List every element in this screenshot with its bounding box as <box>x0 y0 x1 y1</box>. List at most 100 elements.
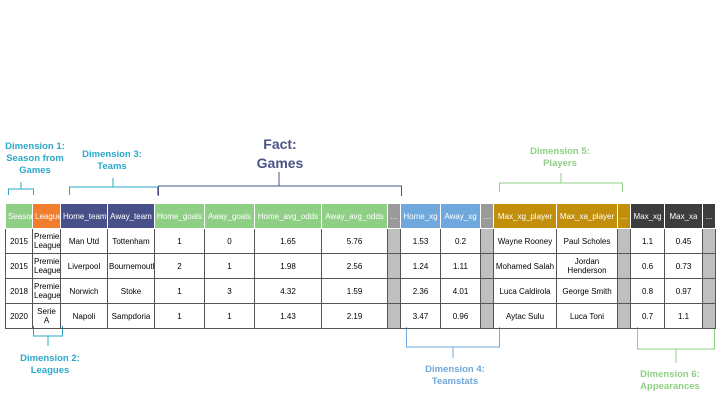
dimension-4-brace <box>406 327 500 358</box>
cell-filler <box>617 303 631 329</box>
cell-league: Premier League <box>32 278 61 304</box>
cell-filler <box>480 253 494 279</box>
col-header-away-xg: Away_xg <box>440 203 481 229</box>
cell-filler <box>387 253 401 279</box>
dimension-6-brace <box>637 327 715 363</box>
table-row: 2015 Premier League Man Utd Tottenham 1 0 1.65… <box>5 228 716 254</box>
cell-max-xa: 1.1 <box>664 303 703 329</box>
col-header-league: League <box>32 203 61 229</box>
cell-away-xg: 0.96 <box>440 303 481 329</box>
cell-filler <box>480 228 494 254</box>
col-header-home-goals: Home_goals <box>154 203 205 229</box>
cell-filler <box>702 278 716 304</box>
col-header-home-avg-odds: Home_avg_odds <box>254 203 322 229</box>
cell-home-xg: 3.47 <box>400 303 441 329</box>
col-header-max-xg: Max_xg <box>630 203 665 229</box>
dimension-1-brace <box>8 182 34 196</box>
dimension-3-label: Dimension 3: Teams <box>82 149 142 172</box>
dimension-2-label: Dimension 2: Leagues <box>20 353 80 376</box>
cell-home-team: Man Utd <box>60 228 108 254</box>
col-header-ellipsis: ... <box>617 203 631 229</box>
table-row: 2018 Premier League Norwich Stoke 1 3 4.32 1.59… <box>5 278 716 304</box>
cell-home-avg-odds: 1.65 <box>254 228 322 254</box>
table-header-row: Season League Home_team Away_team Home_g… <box>5 203 716 229</box>
cell-home-avg-odds: 1.43 <box>254 303 322 329</box>
dimension-1-label: Dimension 1: Season from Games <box>5 141 65 176</box>
cell-filler <box>702 253 716 279</box>
cell-away-goals: 1 <box>204 303 255 329</box>
dimension-3-brace <box>69 178 158 196</box>
cell-max-xa: 0.73 <box>664 253 703 279</box>
cell-filler <box>387 228 401 254</box>
table-row: 2015 Premier League Liverpool Bournemouth 2 1… <box>5 253 716 279</box>
cell-max-xa-player: Luca Toni <box>556 303 618 329</box>
col-header-ellipsis: ... <box>387 203 401 229</box>
cell-max-xg: 0.6 <box>630 253 665 279</box>
cell-season: 2015 <box>5 228 33 254</box>
cell-max-xa-player: Paul Scholes <box>556 228 618 254</box>
dimension-2-brace <box>33 326 63 346</box>
cell-home-goals: 1 <box>154 278 205 304</box>
cell-filler <box>480 303 494 329</box>
cell-max-xa: 0.97 <box>664 278 703 304</box>
dimension-5-brace <box>499 173 623 193</box>
cell-max-xa: 0.45 <box>664 228 703 254</box>
col-header-max-xa: Max_xa <box>664 203 703 229</box>
col-header-season: Season <box>5 203 33 229</box>
cell-away-xg: 4.01 <box>440 278 481 304</box>
fact-games-label: Fact: Games <box>256 136 304 171</box>
cell-season: 2015 <box>5 253 33 279</box>
cell-away-team: Sampdoria <box>107 303 155 329</box>
table-body: 2015 Premier League Man Utd Tottenham 1 0 1.65… <box>5 228 716 329</box>
col-header-away-goals: Away_goals <box>204 203 255 229</box>
cell-filler <box>387 278 401 304</box>
cell-home-avg-odds: 1.98 <box>254 253 322 279</box>
cell-filler <box>617 228 631 254</box>
cell-max-xg-player: Mohamed Salah <box>493 253 557 279</box>
col-header-max-xg-player: Max_xg_player <box>493 203 557 229</box>
cell-home-team: Liverpool <box>60 253 108 279</box>
cell-away-avg-odds: 5.76 <box>321 228 388 254</box>
games-table: Season League Home_team Away_team Home_g… <box>5 203 716 329</box>
cell-away-avg-odds: 2.19 <box>321 303 388 329</box>
cell-season: 2020 <box>5 303 33 329</box>
cell-max-xg-player: Aytac Sulu <box>493 303 557 329</box>
cell-league: Premier League <box>32 253 61 279</box>
cell-away-team: Stoke <box>107 278 155 304</box>
cell-max-xa-player: George Smith <box>556 278 618 304</box>
cell-max-xg-player: Wayne Rooney <box>493 228 557 254</box>
cell-away-xg: 0.2 <box>440 228 481 254</box>
fact-brace <box>158 172 402 197</box>
col-header-max-xa-player: Max_xa_player <box>556 203 618 229</box>
cell-filler <box>702 228 716 254</box>
cell-home-avg-odds: 4.32 <box>254 278 322 304</box>
cell-away-avg-odds: 2.56 <box>321 253 388 279</box>
cell-away-goals: 0 <box>204 228 255 254</box>
cell-filler <box>480 278 494 304</box>
cell-filler <box>702 303 716 329</box>
col-header-away-team: Away_team <box>107 203 155 229</box>
cell-filler <box>617 278 631 304</box>
dimension-4-label: Dimension 4: Teamstats <box>425 364 485 387</box>
cell-home-goals: 2 <box>154 253 205 279</box>
col-header-home-xg: Home_xg <box>400 203 441 229</box>
cell-max-xa-player: Jordan Henderson <box>556 253 618 279</box>
table-row: 2020 Serie A Napoli Sampdoria 1 1 1.43 2.19 3.47… <box>5 303 716 329</box>
col-header-home-team: Home_team <box>60 203 108 229</box>
col-header-ellipsis: ... <box>480 203 494 229</box>
cell-home-team: Norwich <box>60 278 108 304</box>
cell-max-xg: 1.1 <box>630 228 665 254</box>
cell-home-xg: 1.53 <box>400 228 441 254</box>
cell-filler <box>617 253 631 279</box>
cell-away-xg: 1.11 <box>440 253 481 279</box>
cell-max-xg: 0.8 <box>630 278 665 304</box>
cell-league: Premier League <box>32 228 61 254</box>
cell-home-xg: 1.24 <box>400 253 441 279</box>
cell-away-team: Bournemouth <box>107 253 155 279</box>
cell-home-xg: 2.36 <box>400 278 441 304</box>
cell-away-goals: 1 <box>204 253 255 279</box>
cell-max-xg: 0.7 <box>630 303 665 329</box>
cell-home-team: Napoli <box>60 303 108 329</box>
cell-filler <box>387 303 401 329</box>
cell-away-goals: 3 <box>204 278 255 304</box>
